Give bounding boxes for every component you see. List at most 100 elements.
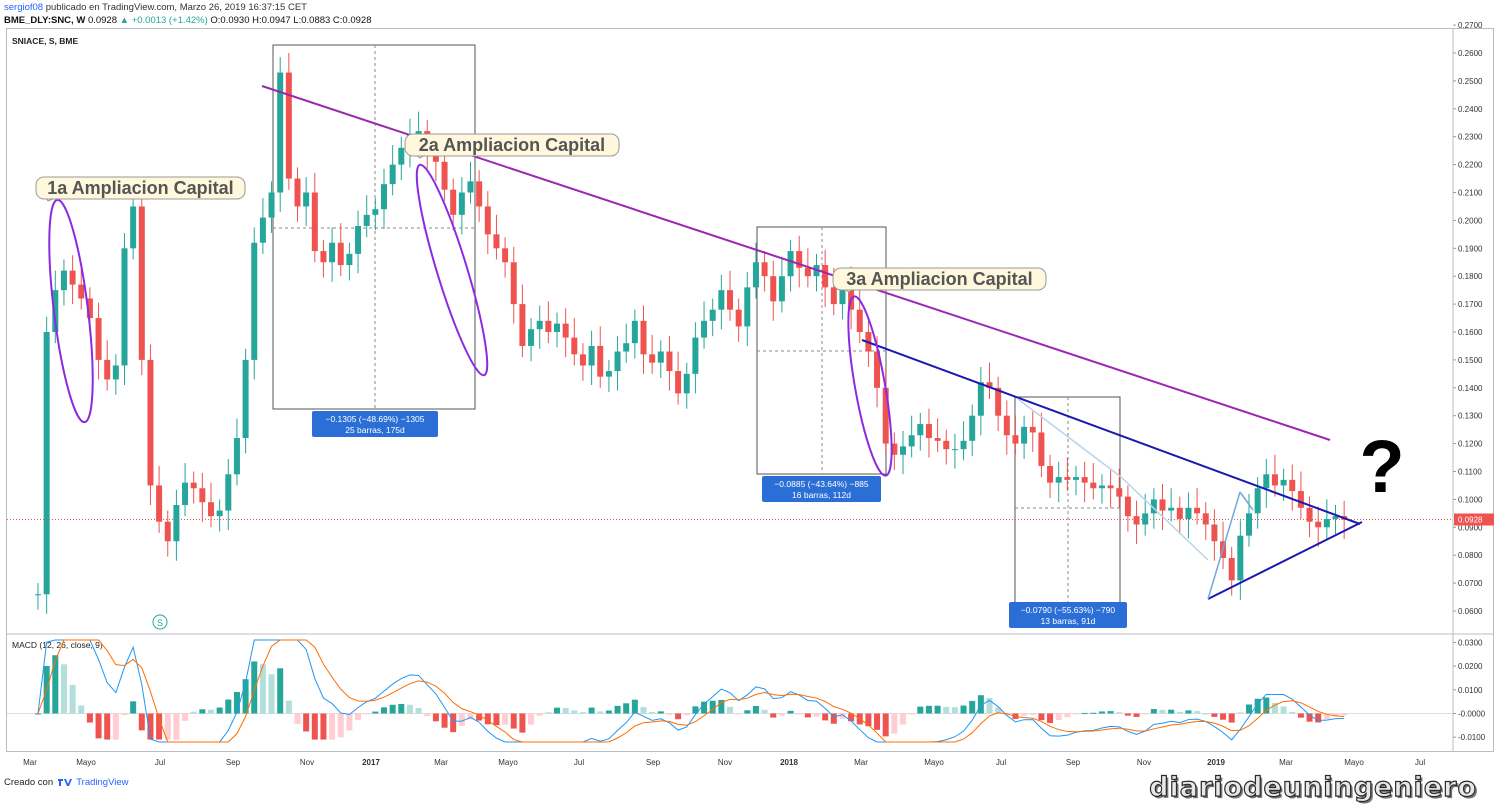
callout-box [404, 133, 620, 157]
candle-body [675, 371, 682, 394]
decline-line [1017, 398, 1122, 478]
candle-body [156, 485, 163, 522]
candle-body [1133, 516, 1140, 525]
measure-label-box [762, 476, 881, 502]
macd-histogram-bar [588, 707, 595, 714]
candle-body [995, 387, 1002, 416]
macd-histogram-bar [960, 705, 967, 714]
macd-histogram-bar [1133, 713, 1140, 717]
macd-histogram-bar [571, 710, 578, 714]
macd-histogram-bar [977, 695, 984, 714]
candle-body [744, 287, 751, 327]
macd-histogram-bar [1306, 713, 1313, 722]
drop-ellipse [415, 163, 489, 377]
price-change: +0.0013 (+1.42%) [131, 15, 208, 26]
measure-box [272, 44, 476, 410]
macd-tick-label: 0.0200 [1458, 662, 1483, 671]
y-tick-label: 0.2500 [1458, 77, 1483, 86]
candle-body [121, 248, 128, 366]
macd-histogram-bar [752, 705, 759, 714]
last-price: 0.0928 [87, 15, 117, 26]
macd-histogram-bar [35, 713, 41, 715]
tradingview-logo-icon [57, 779, 72, 787]
candle-body [623, 343, 630, 352]
y-tick-label: 0.0700 [1458, 579, 1483, 588]
macd-tick-label: 0.0100 [1458, 686, 1483, 695]
candle-body [1116, 488, 1123, 497]
macd-histogram-bar [1168, 709, 1175, 714]
candle-body [787, 251, 794, 277]
candle-body [1246, 513, 1252, 536]
macd-histogram-bar [233, 691, 240, 714]
candle-body [1323, 518, 1330, 528]
macd-histogram-bar [761, 709, 768, 714]
macd-histogram-bar [1047, 713, 1054, 723]
footer: Creado con TradingView [4, 777, 129, 788]
candle-body [917, 424, 924, 436]
macd-histogram-bar [951, 707, 958, 714]
macd-histogram-bar [69, 684, 76, 714]
macd-histogram-bar [727, 706, 733, 714]
x-tick-label: Nov [718, 758, 732, 767]
candle-body [1142, 513, 1149, 525]
candle-body [95, 318, 102, 360]
macd-histogram-bar [986, 697, 993, 714]
macd-histogram-bar [891, 713, 898, 734]
candle-body [1150, 499, 1157, 514]
macd-histogram-bar [528, 713, 535, 725]
symbol: BME_DLY:SNC, W [4, 15, 86, 26]
candle-body [52, 290, 59, 332]
candle-body [1194, 507, 1201, 514]
macd-histogram-bar [943, 707, 950, 714]
tradingview-link[interactable]: TradingView [76, 777, 129, 788]
macd-title: MACD (12, 26, close, 9) [12, 640, 103, 650]
x-tick-label: Mayo [498, 758, 518, 767]
x-tick-label: Jul [155, 758, 165, 767]
x-tick-label: Jul [996, 758, 1006, 767]
macd-histogram-bar [804, 713, 811, 718]
macd-histogram-bar [597, 711, 604, 714]
candle-body [1081, 477, 1088, 483]
candle-body [666, 351, 673, 372]
candle-body [943, 440, 950, 450]
macd-histogram-bar [164, 713, 171, 740]
macd-histogram-bar [389, 704, 396, 714]
candle-body [1297, 491, 1304, 508]
macd-histogram-bar [1064, 713, 1071, 718]
y-tick-label: 0.1800 [1458, 272, 1483, 281]
macd-histogram-bar [839, 713, 846, 719]
candle-body [208, 502, 214, 517]
candle-body [882, 387, 889, 444]
candle-body [467, 181, 474, 193]
candle-body [1254, 488, 1261, 514]
macd-histogram-bar [363, 713, 370, 715]
macd-histogram-bar [822, 713, 829, 721]
x-tick-label: 2018 [780, 758, 798, 767]
y-tick-label: 0.2600 [1458, 49, 1483, 58]
candle-body [727, 290, 733, 310]
candle-body [1073, 477, 1079, 480]
measure-label-box [1009, 602, 1127, 628]
candle-body [554, 323, 560, 332]
y-tick-label: 0.1500 [1458, 356, 1483, 365]
macd-histogram-bar [86, 713, 93, 723]
x-tick-label: 2017 [362, 758, 380, 767]
x-tick-label: Sep [1066, 758, 1081, 767]
macd-histogram-bar [502, 713, 509, 725]
macd-histogram-bar [320, 713, 327, 740]
candle-body [493, 234, 500, 249]
candle-body [337, 242, 344, 266]
candle-body [1098, 485, 1105, 489]
author-link[interactable]: sergiof08 [4, 2, 44, 13]
candle-body [458, 192, 465, 215]
measure-label-line2: 25 barras, 175d [345, 425, 405, 435]
macd-histogram-bar [329, 713, 336, 740]
macd-histogram-bar [303, 713, 310, 732]
macd-histogram-bar [545, 712, 552, 714]
macd-histogram-bar [536, 713, 543, 716]
candle-body [1315, 521, 1322, 528]
rally-line [1207, 491, 1241, 600]
macd-histogram-bar [130, 701, 137, 714]
macd-histogram-bar [1098, 711, 1105, 714]
